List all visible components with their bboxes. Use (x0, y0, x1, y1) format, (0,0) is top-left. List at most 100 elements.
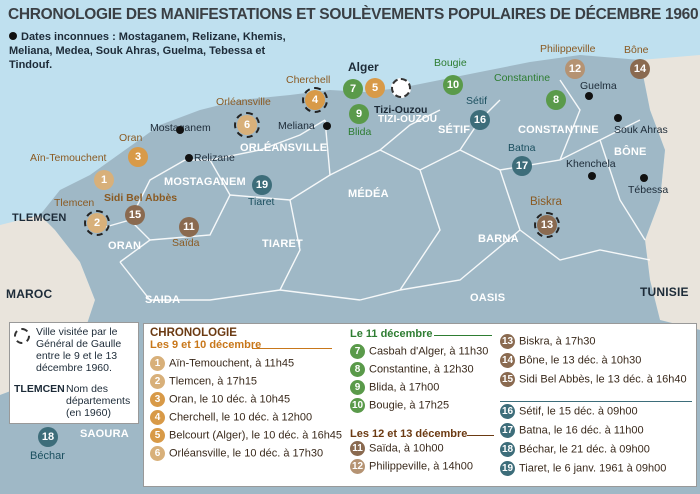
dept-label-tlemcen: TLEMCEN (12, 212, 67, 224)
chronology-number-badge: 19 (500, 461, 515, 476)
unknown-dates-note: Dates inconnues : Mostaganem, Relizane, … (9, 30, 291, 72)
marker-18: 18 (38, 427, 58, 447)
chronology-entry-17: 17 Batna, le 16 déc. à 11h00 (500, 423, 644, 441)
dept-label-medea: MÉDÉA (348, 188, 389, 200)
chronology-entry-text: Blida, à 17h00 (369, 381, 440, 394)
marker-3: 3 (128, 147, 148, 167)
chronology-number-badge: 7 (350, 344, 365, 359)
marker-10: 10 (443, 75, 463, 95)
chronology-number-badge: 13 (500, 334, 515, 349)
chronology-number-badge: 16 (500, 404, 515, 419)
chronology-entry-text: Belcourt (Alger), le 10 déc. à 16h45 (169, 429, 343, 442)
country-label-tunisie: TUNISIE (640, 285, 689, 299)
chronology-entry-text: Cherchell, le 10 déc. à 12h00 (169, 411, 313, 424)
chronology-number-badge: 18 (500, 442, 515, 457)
black-dot-meliana (323, 122, 331, 130)
marker-label-cherchell: Cherchell (286, 74, 331, 86)
dept-label-orleansville: ORLÉANSVILLE (240, 142, 328, 154)
marker-13: 13 (534, 212, 560, 238)
legend-dept-sample: TLEMCEN (14, 383, 65, 395)
black-dot-khenchela (588, 172, 596, 180)
chronology-number-badge: 14 (500, 353, 515, 368)
marker-label-saida: Saïda (172, 237, 200, 249)
chronology-entry-text: Batna, le 16 déc. à 11h00 (519, 424, 644, 437)
marker-label-constantine: Constantine (494, 72, 551, 84)
marker-8: 8 (546, 90, 566, 110)
country-label-maroc: MAROC (6, 287, 53, 301)
marker-9: 9 (349, 104, 369, 124)
chronology-entry-14: 14 Bône, le 13 déc. à 10h30 (500, 353, 641, 371)
city-label-tebessa: Tébessa (628, 184, 669, 196)
chronology-entry-2: 2 Tlemcen, à 17h15 (150, 374, 257, 392)
group4-separator (500, 401, 692, 402)
map-title: CHRONOLOGIE DES MANIFESTATIONS ET SOULÈV… (8, 6, 699, 23)
chronology-entry-15: 15 Sidi Bel Abbès, le 13 déc. à 16h40 (500, 372, 687, 390)
chronology-entry-text: Béchar, le 21 déc. à 09h00 (519, 443, 650, 456)
marker-label-bone: Bône (624, 44, 649, 56)
chronology-entry-12: 12 Philippeville, à 14h00 (350, 459, 473, 477)
dept-label-saoura: SAOURA (80, 428, 129, 440)
chronology-entry-10: 10 Bougie, à 17h25 (350, 398, 449, 416)
chronology-entry-text: Orléansville, le 10 déc. à 17h30 (169, 447, 324, 460)
tunisia-region (640, 55, 700, 330)
unknown-dates-text: Dates inconnues : Mostaganem, Relizane, … (9, 31, 286, 71)
dept-label-tizi-ouzou: TIZI-OUZOU (378, 114, 438, 125)
black-dot-tebessa (640, 174, 648, 182)
black-dot-mostaganem (176, 126, 184, 134)
chronology-number-badge: 11 (350, 441, 365, 456)
chronology-entry-9: 9 Blida, à 17h00 (350, 380, 439, 398)
marker-label-alger: Alger (348, 60, 379, 74)
legend-box: Ville visitée par le Général de Gaulle e… (9, 322, 139, 424)
city-label-guelma: Guelma (580, 80, 617, 92)
chronology-group2-heading: Le 11 décembre (350, 328, 433, 340)
group1-rule (252, 348, 332, 349)
dept-label-oasis: OASIS (470, 292, 506, 304)
marker-4: 4 (302, 87, 328, 113)
marker-11: 11 (179, 217, 199, 237)
group3-rule (467, 435, 494, 436)
chronology-number-badge: 12 (350, 459, 365, 474)
city-label-relizane: Relizane (194, 152, 235, 164)
black-dot-guelma (585, 92, 593, 100)
marker-label-oran: Oran (119, 132, 143, 144)
chronology-entry-text: Tlemcen, à 17h15 (169, 375, 258, 388)
tizi-ouzou-visit-marker (391, 78, 411, 98)
marker-14: 14 (630, 59, 650, 79)
chronology-entry-3: 3 Oran, le 10 déc. à 10h45 (150, 392, 290, 410)
chronology-entry-19: 19 Tiaret, le 6 janv. 1961 à 09h00 (500, 461, 666, 479)
marker-label-setif: Sétif (466, 95, 488, 107)
chronology-entry-6: 6 Orléansville, le 10 déc. à 17h30 (150, 446, 323, 464)
chronology-entry-text: Sidi Bel Abbès, le 13 déc. à 16h40 (519, 373, 687, 386)
marker-label-batna: Batna (508, 142, 536, 154)
marker-label-ain-temouchent: Aïn-Temouchent (30, 152, 107, 164)
chronology-number-badge: 5 (150, 428, 165, 443)
chronology-entry-7: 7 Casbah d'Alger, à 11h30 (350, 344, 488, 362)
chronology-entry-text: Philippeville, à 14h00 (369, 460, 473, 473)
chronology-entry-text: Biskra, à 17h30 (519, 335, 596, 348)
marker-2: 2 (84, 210, 110, 236)
marker-15: 15 (125, 205, 145, 225)
marker-16: 16 (470, 110, 490, 130)
chronology-entry-text: Sétif, le 15 déc. à 09h00 (519, 405, 638, 418)
dept-label-bone: BÔNE (614, 146, 647, 158)
chronology-number-badge: 2 (150, 374, 165, 389)
chronology-entry-text: Tiaret, le 6 janv. 1961 à 09h00 (519, 462, 667, 475)
city-label-tizi-ouzou: Tizi-Ouzou (374, 104, 428, 116)
visit-ring-icon (14, 328, 30, 344)
marker-7: 7 (343, 79, 363, 99)
chronology-entry-text: Bône, le 13 déc. à 10h30 (519, 354, 642, 367)
chronology-number-badge: 3 (150, 392, 165, 407)
city-label-souk-ahras: Souk Ahras (614, 124, 668, 136)
marker-label-tiaret: Tiaret (248, 196, 275, 208)
chronology-number-badge: 15 (500, 372, 515, 387)
chronology-number-badge: 17 (500, 423, 515, 438)
chronology-entry-8: 8 Constantine, à 12h30 (350, 362, 474, 380)
black-dot-relizane (185, 154, 193, 162)
chronology-entry-16: 16 Sétif, le 15 déc. à 09h00 (500, 404, 638, 422)
marker-label-orleansville: Orléansville (216, 96, 271, 108)
dept-label-constantine: CONSTANTINE (518, 124, 599, 136)
chronology-entry-text: Aïn-Temouchent, à 11h45 (169, 357, 295, 370)
dept-label-mostaganem: MOSTAGANEM (164, 176, 246, 188)
chronology-entry-text: Bougie, à 17h25 (369, 399, 450, 412)
